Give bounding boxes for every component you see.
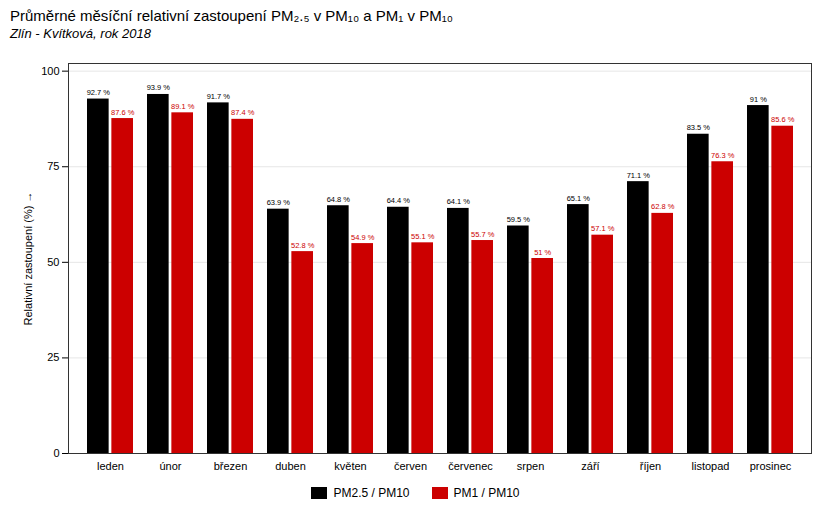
svg-text:52.8 %: 52.8 %	[291, 241, 315, 250]
svg-text:92.7 %: 92.7 %	[87, 88, 111, 97]
svg-text:55.1 %: 55.1 %	[411, 232, 435, 241]
svg-text:62.8 %: 62.8 %	[651, 202, 675, 211]
svg-text:březen: březen	[214, 460, 248, 472]
svg-text:červenec: červenec	[448, 460, 493, 472]
svg-text:leden: leden	[97, 460, 124, 472]
svg-text:57.1 %: 57.1 %	[591, 224, 615, 233]
svg-text:71.1 %: 71.1 %	[627, 171, 651, 180]
svg-text:50: 50	[47, 256, 59, 268]
svg-text:87.4 %: 87.4 %	[231, 108, 255, 117]
svg-text:59.5 %: 59.5 %	[507, 215, 531, 224]
svg-text:91 %: 91 %	[750, 95, 767, 104]
html-text:Zlín - Kvítková, rok 2018: Zlín - Kvítková, rok 2018	[10, 26, 151, 41]
svg-text:51 %: 51 %	[534, 248, 551, 257]
svg-text:25: 25	[47, 351, 59, 363]
svg-text:říjen: říjen	[640, 460, 661, 472]
svg-text:64.8 %: 64.8 %	[327, 195, 351, 204]
svg-text:91.7 %: 91.7 %	[207, 92, 231, 101]
svg-text:Relativní zastoupení (%) →: Relativní zastoupení (%) →	[22, 192, 34, 326]
html-text:Průměrné měsíční relativní zas: Průměrné měsíční relativní zastoupení PM…	[10, 7, 453, 24]
svg-text:prosinec: prosinec	[750, 460, 792, 472]
svg-text:64.1 %: 64.1 %	[447, 197, 471, 206]
svg-text:85.6 %: 85.6 %	[771, 115, 795, 124]
svg-text:63.9 %: 63.9 %	[267, 198, 291, 207]
svg-text:65.1 %: 65.1 %	[567, 194, 591, 203]
html-text:PM2.5 / PM10: PM2.5 / PM10	[333, 486, 410, 500]
svg-text:93.9 %: 93.9 %	[147, 83, 171, 92]
svg-text:83.5 %: 83.5 %	[687, 123, 711, 132]
svg-text:87.6 %: 87.6 %	[111, 108, 135, 117]
svg-text:75: 75	[47, 160, 59, 172]
svg-text:listopad: listopad	[692, 460, 730, 472]
svg-text:0: 0	[53, 447, 59, 459]
svg-text:54.9 %: 54.9 %	[351, 233, 375, 242]
svg-text:duben: duben	[275, 460, 306, 472]
svg-text:55.7 %: 55.7 %	[471, 230, 495, 239]
svg-text:únor: únor	[159, 460, 181, 472]
svg-text:srpen: srpen	[517, 460, 545, 472]
svg-text:září: září	[581, 460, 599, 472]
html-text:PM1 / PM10: PM1 / PM10	[453, 486, 520, 500]
svg-text:76.3 %: 76.3 %	[711, 151, 735, 160]
svg-text:89.1 %: 89.1 %	[171, 102, 195, 111]
svg-text:květen: květen	[334, 460, 366, 472]
svg-text:červen: červen	[394, 460, 427, 472]
svg-text:100: 100	[41, 65, 59, 77]
svg-text:64.4 %: 64.4 %	[387, 196, 411, 205]
